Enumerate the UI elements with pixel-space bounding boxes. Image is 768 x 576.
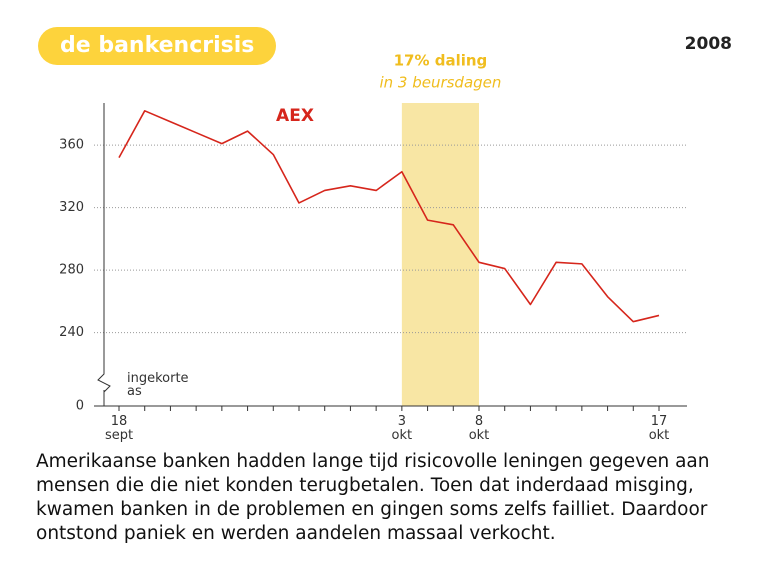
y-tick-label: 320 xyxy=(59,200,84,215)
y-tick-label: 280 xyxy=(59,263,84,278)
x-tick-label: 3 okt xyxy=(391,414,413,443)
highlight-title: 17% daling xyxy=(394,52,488,70)
caption-line: kwamen banken in de problemen en gingen … xyxy=(36,499,708,520)
y-tick-label: 240 xyxy=(59,325,84,340)
data-line xyxy=(118,110,660,323)
caption-line: Amerikaanse banken hadden lange tijd ris… xyxy=(36,451,710,472)
axis-break-label: ingekorte as xyxy=(127,371,189,399)
caption-line: mensen die die niet konden terugbetalen.… xyxy=(36,475,694,496)
axis-break xyxy=(97,370,111,396)
y-tick-label: 0 xyxy=(76,399,84,414)
axis-break-gap xyxy=(96,374,112,390)
y-tick-label: 360 xyxy=(59,138,84,153)
chart-title: de bankencrisis xyxy=(38,27,277,65)
highlight-band xyxy=(401,103,479,406)
year: 2008 xyxy=(684,34,732,54)
x-tick-label: 8 okt xyxy=(468,414,490,443)
series-label: AEX xyxy=(276,106,314,126)
x-tick-label: 18 sept xyxy=(104,414,134,443)
highlight-subtitle: in 3 beursdagen xyxy=(379,74,501,92)
x-tick-label: 17 okt xyxy=(648,414,670,443)
caption-line: ontstond paniek en werden aandelen massa… xyxy=(36,523,556,544)
caption: Amerikaanse banken hadden lange tijd ris… xyxy=(36,450,710,546)
